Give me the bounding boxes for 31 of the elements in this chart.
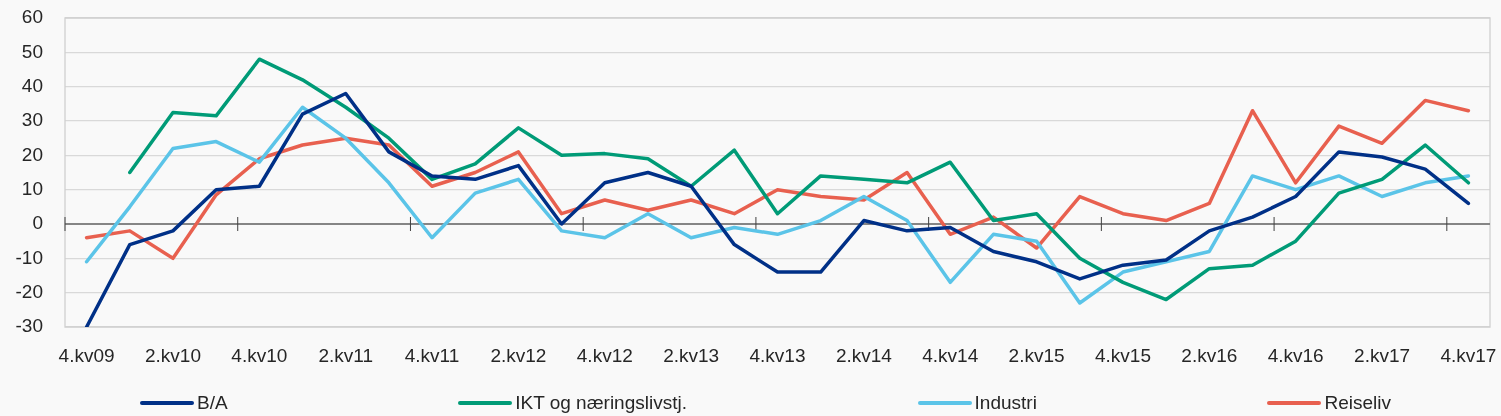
x-tick-label: 4.kv12 [576,344,633,366]
y-tick-label: 0 [32,212,43,234]
y-tick-label: 30 [21,109,43,131]
x-tick-label: 4.kv14 [922,344,979,366]
x-tick-label: 2.kv14 [835,344,893,366]
legend-label: Reiseliv [1324,392,1391,414]
y-tick-label: 40 [21,74,43,96]
x-tick-label: 2.kv11 [318,344,373,366]
legend-label: B/A [197,392,228,414]
x-tick-label: 4.kv11 [404,344,460,366]
y-tick-label: 20 [21,143,43,165]
x-tick-label: 2.kv10 [144,344,201,366]
x-tick-label: 2.kv12 [490,344,547,366]
y-tick-label: 60 [21,6,43,28]
x-tick-label: 2.kv16 [1181,344,1238,366]
x-tick-label: 4.kv15 [1094,344,1151,366]
x-tick-label: 4.kv10 [231,344,288,366]
legend-label: Industri [974,392,1037,414]
x-tick-label: 4.kv16 [1267,344,1324,366]
x-tick-label: 2.kv13 [663,344,720,366]
x-tick-label: 4.kv13 [749,344,806,366]
y-tick-label: -30 [15,315,43,337]
y-tick-label: 50 [21,40,43,62]
y-tick-label: -20 [15,280,43,302]
y-tick-label: 10 [21,177,43,199]
x-tick-label: 4.kv09 [58,344,115,366]
y-tick-label: -10 [15,246,43,268]
x-tick-label: 2.kv15 [1008,344,1065,366]
x-tick-label: 2.kv17 [1354,344,1411,366]
x-tick-label: 4.kv17 [1440,344,1497,366]
legend-label: IKT og næringslivstj. [515,392,687,414]
